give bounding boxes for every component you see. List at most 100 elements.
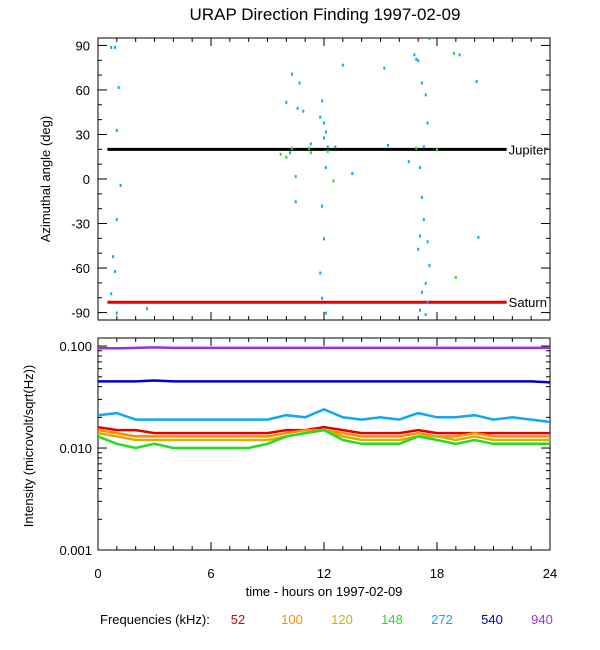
azimuth-point-272 xyxy=(324,311,327,315)
intensity-series-272 xyxy=(97,407,551,424)
time-axis-tick-labels: 0 6 12 18 24 xyxy=(94,566,557,581)
azimuth-point-272 xyxy=(413,53,416,57)
legend-item-272: 272 xyxy=(431,612,453,627)
azimuth-point-272 xyxy=(298,81,301,85)
time-tick-label: 12 xyxy=(317,566,331,581)
azimuth-point-148 xyxy=(454,275,457,279)
azimuth-point-148 xyxy=(436,148,438,152)
azimuth-panel-frame xyxy=(97,37,551,321)
legend-item-100: 100 xyxy=(281,612,303,627)
legend-item-120: 120 xyxy=(331,612,353,627)
intensity-panel: 0.100 0.010 0.001 Intensity (microvolt/sqr… xyxy=(21,337,551,558)
azimuth-point-272 xyxy=(458,53,461,57)
azimuth-point-272 xyxy=(420,290,423,294)
azimuth-point-272 xyxy=(428,37,431,40)
azimuth-tick-label: 60 xyxy=(76,83,90,98)
legend-item-540: 540 xyxy=(481,612,503,627)
azimuth-point-272 xyxy=(309,142,312,146)
frequency-legend: Frequencies (kHz): 52 100 120 148 272 540 940 xyxy=(100,612,553,627)
azimuth-point-272 xyxy=(115,129,118,133)
azimuth-point-272 xyxy=(417,59,420,63)
azimuth-point-272 xyxy=(319,271,322,275)
legend-item-52: 52 xyxy=(231,612,245,627)
azimuth-point-272 xyxy=(115,218,118,222)
azimuth-point-272 xyxy=(323,136,325,140)
intensity-panel-frame xyxy=(97,337,551,551)
azimuth-point-272 xyxy=(321,99,324,103)
time-tick-label: 0 xyxy=(94,566,101,581)
azimuth-point-272 xyxy=(424,281,427,285)
azimuth-point-148 xyxy=(309,151,312,155)
legend-item-148: 148 xyxy=(381,612,403,627)
legend-item-940: 940 xyxy=(531,612,553,627)
azimuth-tick-label: -60 xyxy=(71,261,90,276)
azimuth-point-272 xyxy=(319,115,322,119)
azimuth-point-272 xyxy=(324,166,327,170)
intensity-axis: 0.100 0.010 0.001 xyxy=(59,338,551,558)
azimuth-point-272 xyxy=(407,160,410,164)
azimuth-point-272 xyxy=(475,80,478,84)
azimuth-point-272 xyxy=(324,130,327,134)
intensity-axis-label: Intensity (microvolt/sqrt(Hz)) xyxy=(21,365,36,528)
azimuth-point-272 xyxy=(294,200,297,204)
intensity-series-940 xyxy=(98,346,550,350)
azimuth-point-272 xyxy=(426,121,429,125)
azimuth-point-272 xyxy=(323,121,325,125)
azimuth-point-272 xyxy=(113,45,116,49)
azimuth-point-272 xyxy=(290,72,293,76)
intensity-tick-label: 0.100 xyxy=(59,339,92,354)
azimuth-point-272 xyxy=(285,100,288,104)
azimuth-point-272 xyxy=(112,255,115,259)
azimuth-point-272 xyxy=(422,218,425,222)
time-axis-label: time - hours on 1997-02-09 xyxy=(246,584,403,599)
azimuth-point-272 xyxy=(321,296,324,300)
azimuth-point-272 xyxy=(326,145,329,149)
azimuth-point-148 xyxy=(294,175,297,179)
azimuth-point-272 xyxy=(383,66,386,70)
azimuth-point-272 xyxy=(117,85,120,89)
azimuth-tick-label: -30 xyxy=(71,217,90,232)
time-tick-label: 24 xyxy=(543,566,557,581)
azimuth-tick-label: 0 xyxy=(83,172,90,187)
reference-label-jupiter: Jupiter xyxy=(509,142,549,157)
azimuth-point-272 xyxy=(110,292,113,296)
azimuth-point-272 xyxy=(420,81,423,85)
intensity-series xyxy=(97,346,551,450)
azimuth-point-272 xyxy=(419,308,422,312)
azimuth-point-272 xyxy=(417,247,420,251)
azimuth-point-148 xyxy=(415,146,418,150)
azimuth-point-272 xyxy=(424,93,427,97)
azimuth-point-272 xyxy=(115,311,118,315)
azimuth-point-272 xyxy=(323,237,325,241)
azimuth-point-272 xyxy=(428,264,431,268)
azimuth-point-272 xyxy=(289,151,292,155)
azimuth-point-272 xyxy=(424,313,427,317)
azimuth-point-272 xyxy=(119,183,122,187)
azimuth-point-148 xyxy=(285,155,288,159)
reference-lines: Jupiter Saturn xyxy=(107,142,548,310)
azimuth-axis-label: Azimuthal angle (deg) xyxy=(38,116,53,242)
azimuth-tick-label: 30 xyxy=(76,127,90,142)
azimuth-point-272 xyxy=(351,172,354,176)
azimuth-point-272 xyxy=(113,270,116,274)
azimuth-point-272 xyxy=(426,240,429,244)
time-tick-label: 6 xyxy=(207,566,214,581)
chart-title: URAP Direction Finding 1997-02-09 xyxy=(190,5,461,24)
azimuth-point-272 xyxy=(302,109,305,113)
azimuth-point-272 xyxy=(387,143,390,147)
azimuth-point-272 xyxy=(296,106,299,110)
intensity-series-540 xyxy=(98,379,551,384)
intensity-tick-label: 0.001 xyxy=(59,543,92,558)
legend-label: Frequencies (kHz): xyxy=(100,612,210,627)
azimuth-point-272 xyxy=(415,57,418,61)
azimuth-axis: 90 60 30 0 -30 -60 -90 xyxy=(71,38,551,321)
azimuth-point-272 xyxy=(419,166,422,170)
time-tick-label: 18 xyxy=(430,566,444,581)
azimuth-point-148 xyxy=(326,149,329,153)
azimuth-point-272 xyxy=(419,234,422,238)
azimuth-point-272 xyxy=(420,195,423,199)
azimuth-tick-label: -90 xyxy=(71,306,90,321)
reference-label-saturn: Saturn xyxy=(509,295,547,310)
azimuth-point-272 xyxy=(145,307,148,311)
